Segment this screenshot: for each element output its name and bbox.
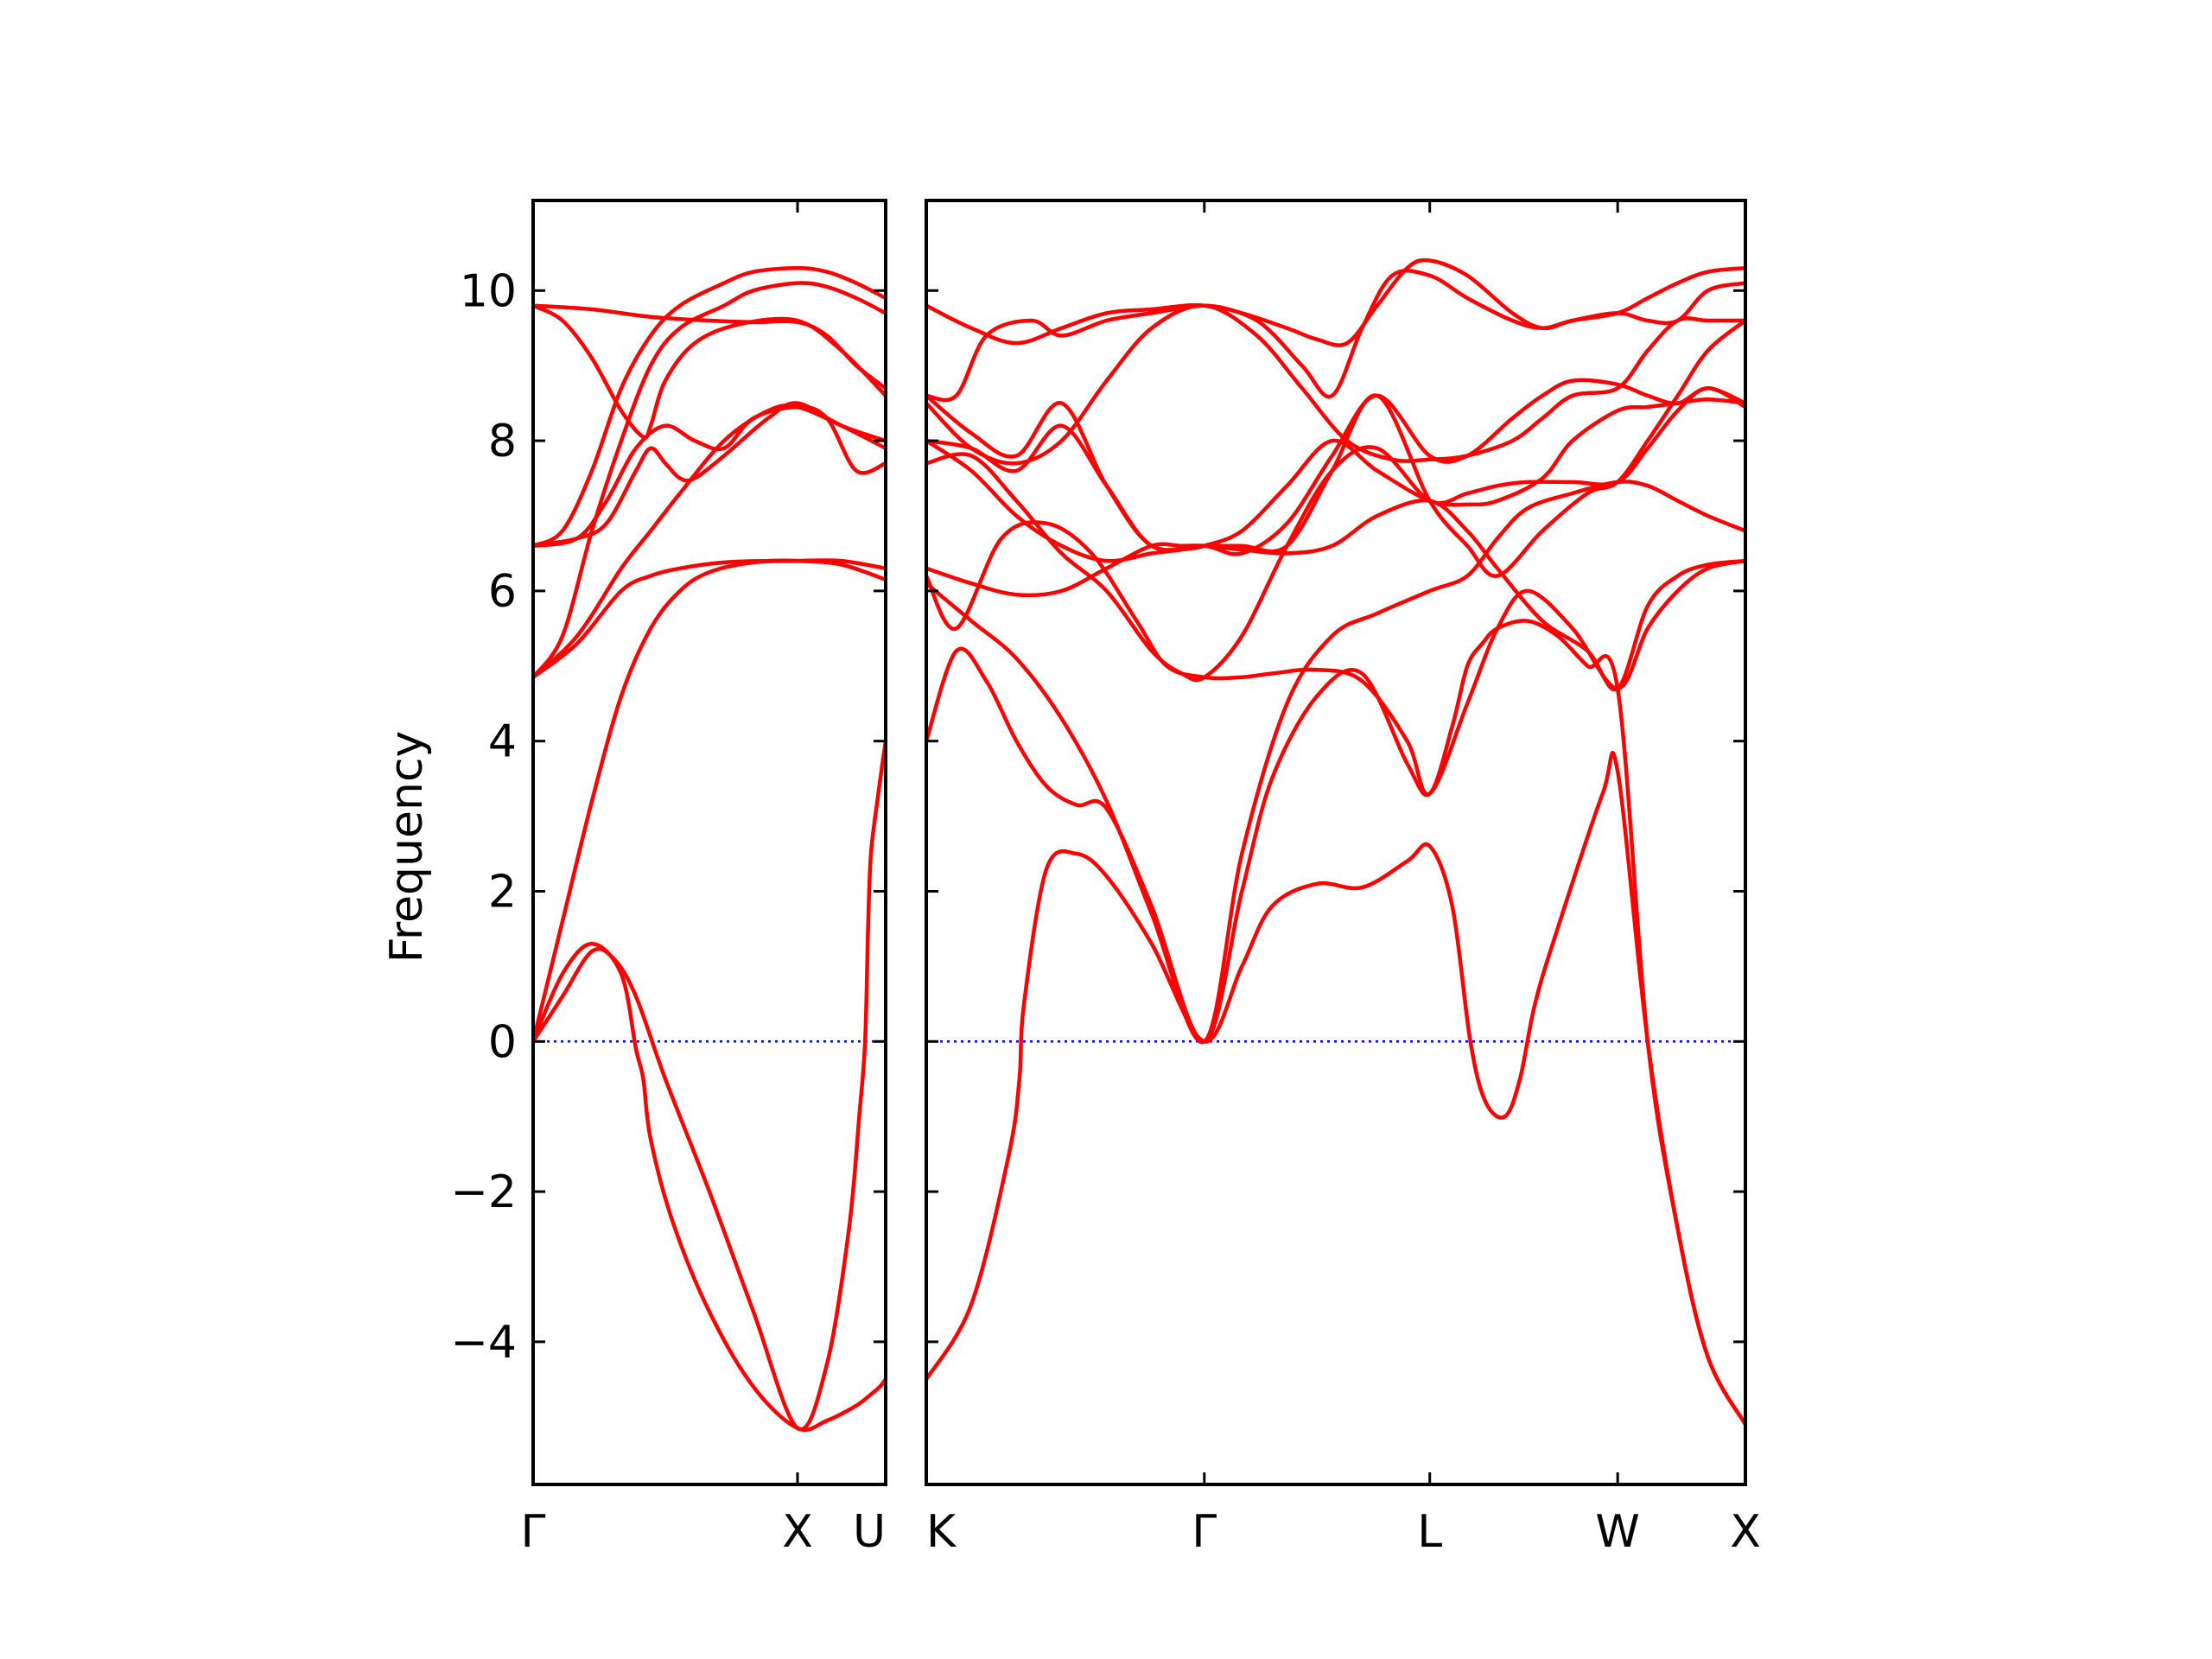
x-tick-label: X (782, 1506, 813, 1558)
phonon-band-4 (533, 558, 886, 680)
x-tick-label: Γ (521, 1506, 546, 1558)
y-tick-label: −2 (450, 1166, 517, 1218)
phonon-band-5 (533, 404, 886, 680)
band-group (533, 265, 886, 1433)
phonon-band-10 (926, 303, 1745, 466)
phonon-band-8 (533, 265, 886, 548)
x-tick-label: W (1595, 1506, 1639, 1558)
x-tick-label: U (853, 1506, 886, 1558)
phonon-band-9 (533, 281, 886, 680)
panel-frame (531, 199, 887, 1486)
y-tick-label: 2 (488, 866, 517, 918)
phonon-band-3 (926, 480, 1745, 1045)
phonon-band-2 (926, 619, 1745, 1427)
y-tick-label: −4 (450, 1317, 517, 1369)
phonon-band-9 (926, 378, 1745, 556)
phonon-band-7 (926, 397, 1745, 563)
band-group (926, 257, 1745, 1427)
x-tick-label: K (926, 1506, 957, 1558)
y-tick-label: 4 (488, 716, 517, 768)
phonon-band-1 (926, 750, 1745, 1427)
phonon-band-5 (926, 498, 1745, 692)
phonon-band-7 (533, 404, 886, 548)
y-tick-label: 0 (488, 1016, 517, 1068)
phonon-band-4 (926, 520, 1745, 797)
phonon-band-12 (926, 257, 1745, 403)
x-tick-label: Γ (1192, 1506, 1217, 1558)
y-tick-label: 10 (460, 265, 517, 317)
phonon-band-11 (533, 303, 886, 391)
phonon-band-2 (533, 739, 886, 1432)
panel-frame (925, 199, 1747, 1486)
y-axis-label: Frequency (381, 731, 433, 963)
phonon-band-11 (926, 265, 1745, 399)
phonon-band-6 (533, 401, 886, 548)
phonon-band-10 (533, 303, 886, 440)
y-axis: −4 −2 0 2 4 6 8 10 (450, 265, 517, 1369)
y-tick-label: 8 (488, 416, 517, 467)
y-tick-label: 6 (488, 566, 517, 618)
x-tick-label: L (1417, 1506, 1442, 1558)
x-tick-label: X (1730, 1506, 1761, 1558)
